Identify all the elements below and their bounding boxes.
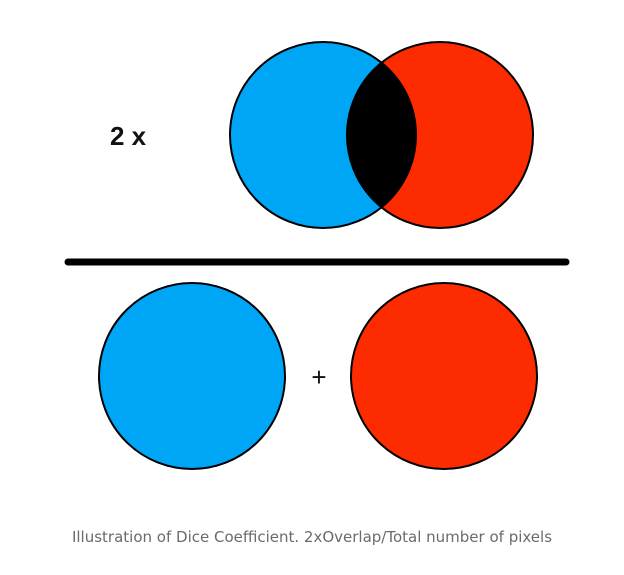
numerator-circle-a-outline bbox=[229, 41, 417, 229]
plus-sign: + bbox=[311, 362, 326, 392]
denominator-circle-b bbox=[350, 282, 538, 470]
overlap-region bbox=[347, 42, 416, 228]
dice-coefficient-diagram: 2 x + bbox=[64, 41, 570, 470]
multiplier-label: 2 x bbox=[110, 121, 147, 151]
denominator-circle-a bbox=[98, 282, 286, 470]
figure-caption: Illustration of Dice Coefficient. 2xOver… bbox=[71, 528, 553, 546]
numerator-circle-b-outline bbox=[346, 41, 534, 229]
